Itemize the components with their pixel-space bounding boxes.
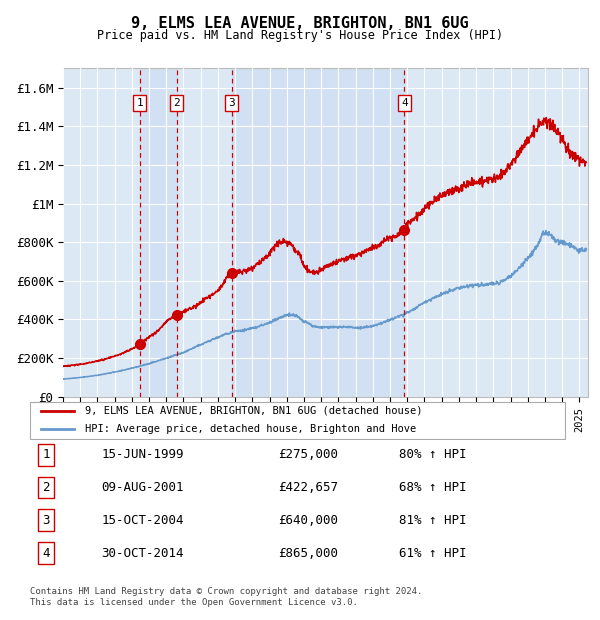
Text: 4: 4 — [43, 547, 50, 560]
Text: £275,000: £275,000 — [278, 448, 338, 461]
Text: 81% ↑ HPI: 81% ↑ HPI — [400, 514, 467, 527]
Text: 61% ↑ HPI: 61% ↑ HPI — [400, 547, 467, 560]
Text: 30-OCT-2014: 30-OCT-2014 — [101, 547, 184, 560]
Bar — [232, 68, 404, 397]
Text: £422,657: £422,657 — [278, 481, 338, 494]
Text: Contains HM Land Registry data © Crown copyright and database right 2024.
This d: Contains HM Land Registry data © Crown c… — [30, 587, 422, 606]
Text: Price paid vs. HM Land Registry's House Price Index (HPI): Price paid vs. HM Land Registry's House … — [97, 29, 503, 42]
Text: 15-JUN-1999: 15-JUN-1999 — [101, 448, 184, 461]
Text: 09-AUG-2001: 09-AUG-2001 — [101, 481, 184, 494]
Text: 3: 3 — [228, 98, 235, 108]
Text: 4: 4 — [401, 98, 408, 108]
Text: £640,000: £640,000 — [278, 514, 338, 527]
Text: 2: 2 — [43, 481, 50, 494]
Text: 80% ↑ HPI: 80% ↑ HPI — [400, 448, 467, 461]
Text: 15-OCT-2004: 15-OCT-2004 — [101, 514, 184, 527]
FancyBboxPatch shape — [29, 402, 565, 438]
Text: 2: 2 — [173, 98, 180, 108]
Text: 9, ELMS LEA AVENUE, BRIGHTON, BN1 6UG (detached house): 9, ELMS LEA AVENUE, BRIGHTON, BN1 6UG (d… — [85, 405, 422, 416]
Text: 9, ELMS LEA AVENUE, BRIGHTON, BN1 6UG: 9, ELMS LEA AVENUE, BRIGHTON, BN1 6UG — [131, 16, 469, 30]
Text: 1: 1 — [43, 448, 50, 461]
Text: HPI: Average price, detached house, Brighton and Hove: HPI: Average price, detached house, Brig… — [85, 424, 416, 435]
Text: 3: 3 — [43, 514, 50, 527]
Text: 68% ↑ HPI: 68% ↑ HPI — [400, 481, 467, 494]
Text: £865,000: £865,000 — [278, 547, 338, 560]
Text: 1: 1 — [136, 98, 143, 108]
Bar — [140, 68, 176, 397]
